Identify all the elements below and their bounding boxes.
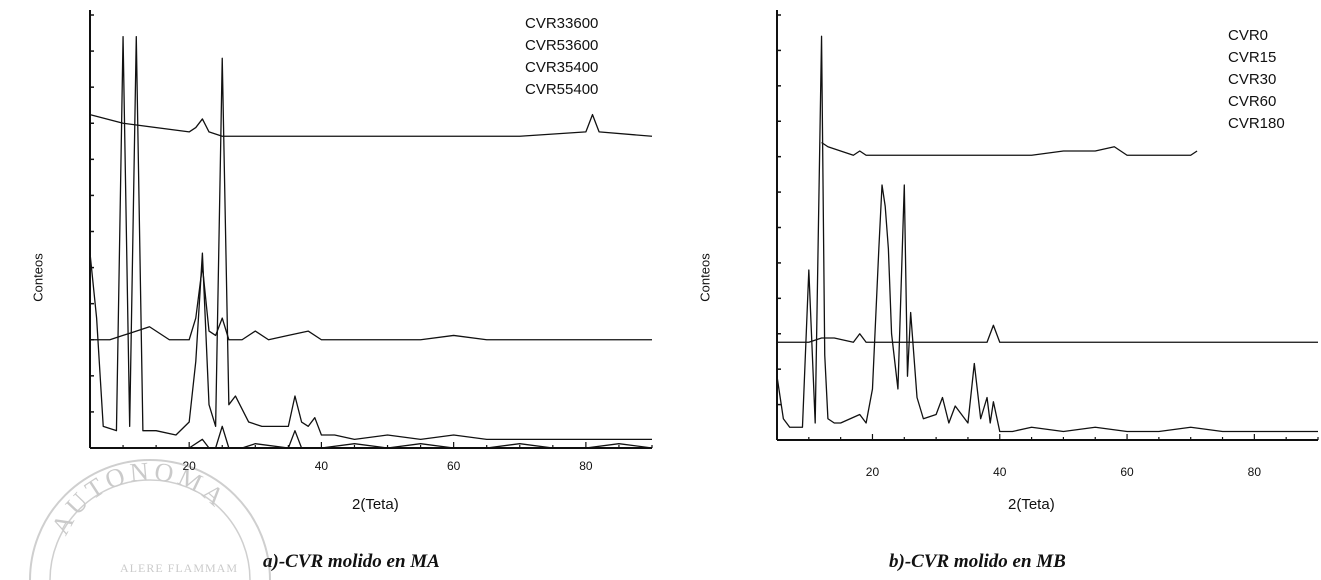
legend-entry: CVR15 [1228,49,1276,66]
legend-entry: CVR60 [1228,93,1276,110]
chart-a-y-axis-label: Conteos [30,253,46,302]
chart-panel-b: 20 40 60 80 CVR0 CVR15 CVR30 CVR60 CVR180 Conteo… [660,0,1321,578]
x-tick-label: 20 [866,465,880,479]
series-line-cvr180 [821,141,1198,156]
series-line-cvr0 [776,35,1318,433]
x-tick-label: 60 [447,459,461,473]
series-line-cvr35400 [90,425,653,449]
legend-entry: CVR30 [1228,71,1276,88]
x-tick-label: 40 [315,459,329,473]
x-tick-label: 20 [182,459,196,473]
series-line-cvr53600 [90,265,652,341]
chart-a-plot: 20 40 60 80 CVR33600 CVR53600 CVR35400 CVR55400 [89,10,653,473]
series-line-cvr15 [777,324,1318,343]
legend-entry: CVR55400 [525,81,598,98]
legend-entry: CVR53600 [525,37,598,54]
chart-a-caption: a)-CVR molido en MA [263,551,440,572]
series-line-cvr55400 [89,113,653,137]
series-line-cvr33600 [89,36,652,440]
x-tick-label: 80 [579,459,593,473]
legend-entry: CVR33600 [525,15,598,32]
chart-b-y-axis-label: Conteos [697,253,713,302]
legend-entry: CVR180 [1228,115,1285,132]
x-tick-label: 60 [1120,465,1134,479]
university-seal-watermark: AUTONOMA ALERE FLAMMAM [29,456,271,580]
chart-b-x-axis-label: 2(Teta) [1008,496,1055,513]
legend-entry: CVR0 [1228,27,1268,44]
chart-b-plot: 20 40 60 80 CVR0 CVR15 CVR30 CVR60 CVR180 [776,10,1319,479]
legend-entry: CVR35400 [525,59,598,76]
chart-a-x-axis-label: 2(Teta) [352,496,399,513]
chart-panel-a: 20 40 60 80 CVR33600 CVR53600 CVR35400 CVR55400… [0,0,660,578]
chart-b-caption: b)-CVR molido en MB [889,551,1066,572]
x-tick-label: 40 [993,465,1007,479]
x-tick-label: 80 [1248,465,1262,479]
svg-text:ALERE FLAMMAM: ALERE FLAMMAM [120,561,238,575]
